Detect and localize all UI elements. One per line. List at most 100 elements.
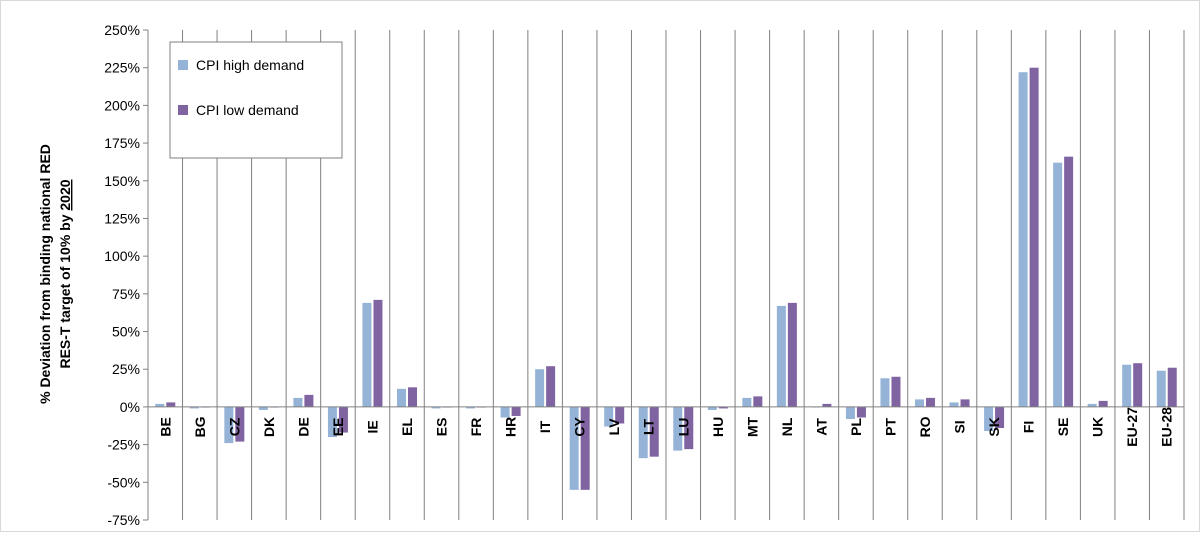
bar-cpi-high-demand-be <box>155 403 165 407</box>
x-tick-label-cz: CZ <box>226 417 242 436</box>
x-tick-label-es: ES <box>434 418 450 437</box>
bar-cpi-low-demand-ee <box>338 406 348 433</box>
bar-cpi-high-demand-cy <box>569 406 579 490</box>
x-tick-label-ie: IE <box>364 420 380 433</box>
y-axis-label-line2: RES-T target of 10% by 2020 <box>57 179 73 368</box>
bar-cpi-high-demand-fr <box>466 406 476 409</box>
y-tick-label: 25% <box>112 361 140 377</box>
bar-cpi-low-demand-be <box>166 402 176 407</box>
legend-swatch-1 <box>178 105 188 115</box>
bar-cpi-high-demand-eu-28 <box>1156 370 1166 407</box>
y-tick-label: 225% <box>104 60 140 76</box>
x-tick-label-pl: PL <box>848 418 864 436</box>
bar-cpi-high-demand-pl <box>845 406 855 419</box>
x-tick-label-pt: PT <box>882 418 898 436</box>
bar-cpi-low-demand-uk <box>1098 400 1108 407</box>
bar-cpi-high-demand-ie <box>362 302 372 407</box>
bar-cpi-low-demand-eu-28 <box>1167 367 1177 407</box>
x-tick-label-de: DE <box>295 417 311 436</box>
y-tick-label: 75% <box>112 286 140 302</box>
bar-cpi-high-demand-ee <box>327 406 337 438</box>
y-tick-label: 150% <box>104 173 140 189</box>
x-tick-label-at: AT <box>813 418 829 436</box>
bar-cpi-low-demand-ro <box>926 397 935 407</box>
bar-cpi-high-demand-de <box>293 397 303 407</box>
bar-cpi-high-demand-lu <box>673 406 683 451</box>
bar-cpi-high-demand-hu <box>707 406 717 410</box>
bar-cpi-low-demand-lv <box>615 406 625 424</box>
bar-cpi-high-demand-se <box>1053 162 1063 407</box>
bar-cpi-low-demand-hu <box>718 406 728 409</box>
bar-cpi-low-demand-si <box>960 399 970 407</box>
x-tick-label-cy: CY <box>572 417 588 437</box>
x-tick-label-si: SI <box>952 420 968 433</box>
y-tick-label: 175% <box>104 135 140 151</box>
bar-cpi-high-demand-ro <box>915 399 924 407</box>
bar-cpi-low-demand-nl <box>787 302 797 407</box>
bar-cpi-low-demand-it <box>546 366 556 407</box>
x-tick-label-fi: FI <box>1021 421 1037 433</box>
x-tick-label-sk: SK <box>986 417 1002 436</box>
legend-box <box>169 41 343 159</box>
x-tick-label-uk: UK <box>1090 417 1106 437</box>
x-tick-label-dk: DK <box>261 417 277 437</box>
bar-cpi-low-demand-cy <box>580 406 590 490</box>
bar-cpi-low-demand-cz <box>235 406 245 442</box>
bar-cpi-low-demand-se <box>1064 156 1074 407</box>
bar-cpi-high-demand-lt <box>638 406 648 459</box>
bar-cpi-low-demand-pt <box>891 376 901 407</box>
bar-cpi-high-demand-sk <box>984 406 994 432</box>
bar-cpi-high-demand-lv <box>604 406 614 427</box>
bar-cpi-high-demand-el <box>397 388 406 407</box>
bar-cpi-low-demand-lt <box>649 406 659 457</box>
bar-cpi-high-demand-dk <box>258 406 268 410</box>
bar-cpi-low-demand-sk <box>995 406 1005 429</box>
x-tick-label-hu: HU <box>710 417 726 437</box>
bar-cpi-high-demand-pt <box>880 378 890 407</box>
x-tick-label-ee: EE <box>330 418 346 437</box>
x-tick-label-el: EL <box>399 418 415 436</box>
legend-label-1: CPI low demand <box>196 102 299 118</box>
bar-cpi-high-demand-it <box>535 369 545 407</box>
y-axis-label-line2-prefix: RES-T target of 10% by <box>57 211 73 369</box>
y-axis-label: % Deviation from binding national RED RE… <box>37 144 73 404</box>
bar-cpi-low-demand-at <box>822 403 832 407</box>
y-axis-label-line1: % Deviation from binding national RED <box>37 144 53 404</box>
y-tick-label: 250% <box>104 22 140 38</box>
y-tick-label: 0% <box>120 399 140 415</box>
y-tick-label: 50% <box>112 324 140 340</box>
x-tick-label-fr: FR <box>468 418 484 437</box>
bar-cpi-high-demand-fi <box>1018 72 1028 407</box>
x-tick-label-se: SE <box>1055 418 1071 437</box>
y-tick-label: 200% <box>104 97 140 113</box>
bar-cpi-low-demand-eu-27 <box>1133 363 1143 407</box>
bar-cpi-high-demand-es <box>431 406 441 409</box>
x-tick-label-it: IT <box>537 420 553 433</box>
x-tick-label-lt: LT <box>641 418 657 435</box>
x-tick-label-hr: HR <box>503 417 519 437</box>
bar-cpi-high-demand-hr <box>500 406 510 418</box>
x-tick-label-eu-27: EU-27 <box>1124 407 1140 447</box>
legend-swatch-0 <box>178 60 188 70</box>
legend: CPI high demand CPI low demand <box>169 41 343 159</box>
bar-cpi-low-demand-ie <box>373 299 383 407</box>
bar-cpi-low-demand-hr <box>511 406 521 416</box>
bar-cpi-high-demand-mt <box>742 397 752 407</box>
bar-cpi-high-demand-nl <box>776 305 786 407</box>
x-tick-label-mt: MT <box>744 416 760 437</box>
y-tick-label: -75% <box>107 512 140 528</box>
bar-cpi-high-demand-cz <box>224 406 234 444</box>
bar-cpi-low-demand-lu <box>684 406 694 450</box>
x-tick-label-be: BE <box>157 417 173 436</box>
y-tick-label: -25% <box>107 437 140 453</box>
x-tick-label-lu: LU <box>675 418 691 437</box>
y-tick-label: 100% <box>104 248 140 264</box>
x-tick-label-ro: RO <box>917 416 933 437</box>
x-tick-label-nl: NL <box>779 417 795 436</box>
bar-cpi-high-demand-uk <box>1087 403 1097 407</box>
bar-cpi-high-demand-bg <box>189 406 199 409</box>
bar-cpi-low-demand-el <box>408 387 417 407</box>
x-tick-label-eu-28: EU-28 <box>1159 407 1175 447</box>
